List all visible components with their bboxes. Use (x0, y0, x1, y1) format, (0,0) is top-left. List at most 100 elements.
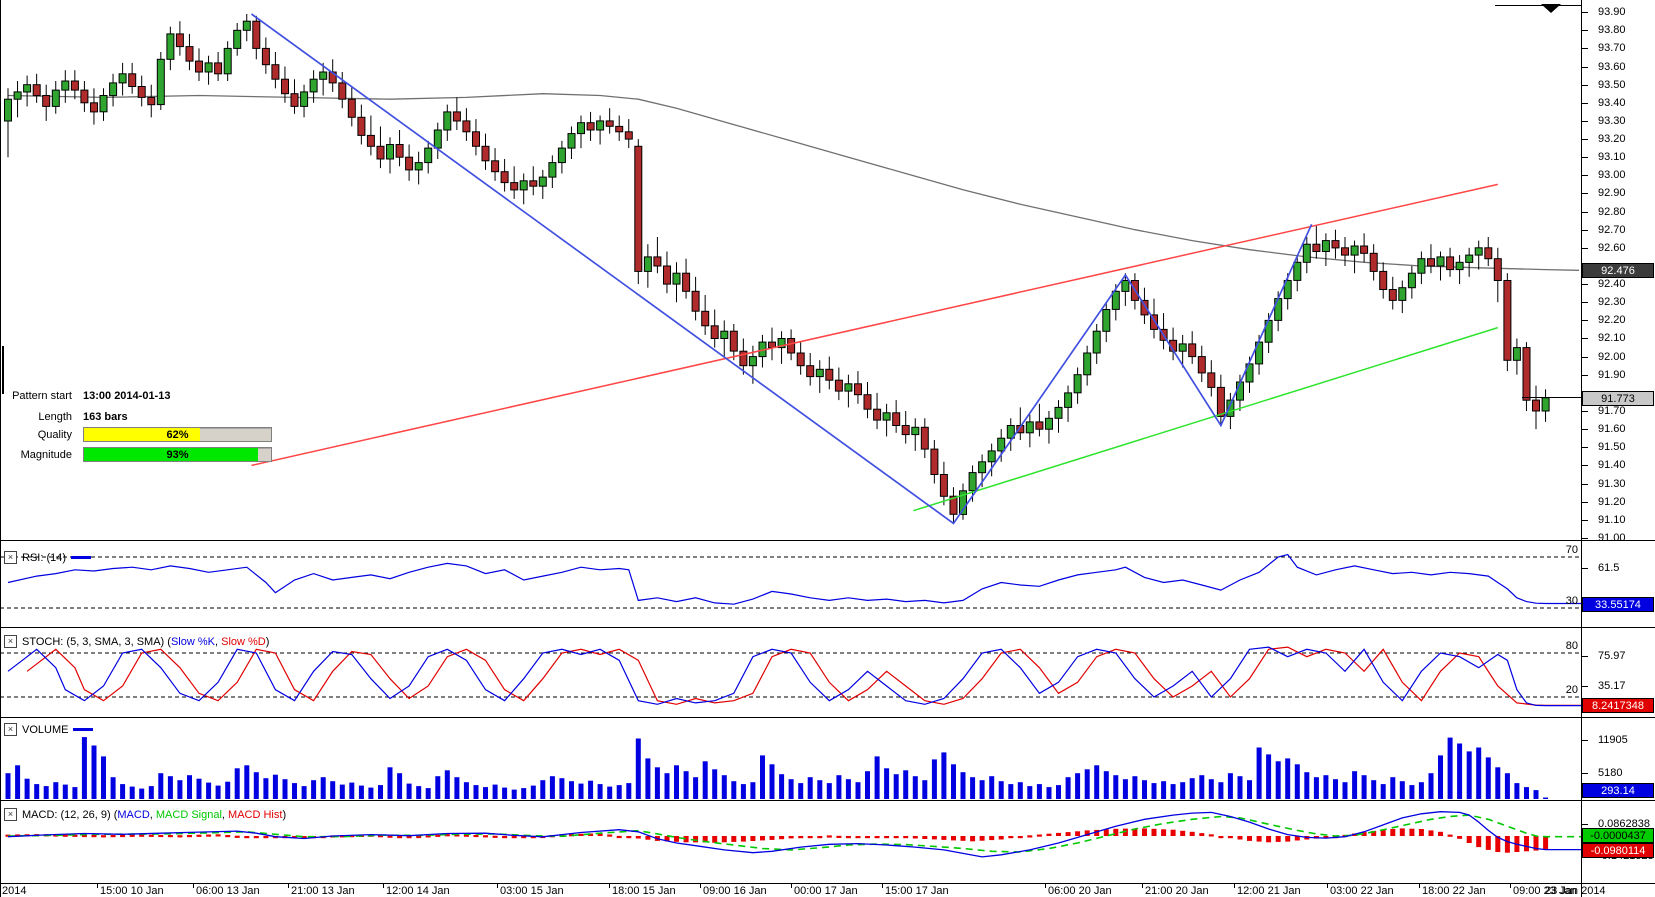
macd-hist-bar (1008, 836, 1014, 839)
axis-tick-label: 91.50 (1598, 441, 1626, 453)
axis-tick-label: 93.50 (1598, 79, 1626, 91)
axis-tick-mark (1582, 484, 1588, 485)
volume-bar (15, 765, 21, 799)
volume-bar (750, 782, 756, 799)
volume-bar (511, 789, 517, 799)
volume-bar (1170, 784, 1176, 799)
bearish-candle (290, 93, 299, 107)
close-indicator-icon[interactable]: × (4, 808, 17, 821)
time-label: 21:00 20 Jan (1145, 885, 1209, 897)
pattern-length-value: 163 bars (83, 411, 128, 423)
panel-separator[interactable] (0, 627, 1655, 628)
volume-bar (540, 780, 546, 799)
volume-bar (807, 777, 813, 799)
bullish-candle (1417, 258, 1426, 274)
macd-hist-bar (884, 836, 890, 839)
axis-tick-mark (1582, 568, 1588, 569)
volume-bar (588, 780, 594, 799)
macd-hist-bar (769, 836, 775, 840)
volume-bar (903, 770, 909, 799)
bullish-candle (1121, 280, 1130, 292)
bullish-candle (1073, 374, 1082, 394)
volume-bar (53, 782, 59, 799)
bearish-candle (682, 272, 691, 292)
axis-tick-label: 93.60 (1598, 61, 1626, 73)
bearish-candle (825, 368, 834, 381)
volume-bar (1361, 775, 1367, 799)
volume-bar (998, 781, 1004, 799)
axis-tick-mark (1582, 686, 1588, 687)
close-indicator-icon[interactable]: × (4, 723, 17, 736)
panel-separator[interactable] (0, 540, 1655, 541)
volume-bar (62, 784, 68, 799)
close-indicator-icon[interactable]: × (4, 551, 17, 564)
macd-hist-bar (1084, 830, 1090, 836)
close-indicator-icon[interactable]: × (4, 635, 17, 648)
bullish-candle (1465, 254, 1474, 263)
macd-hist-bar (139, 834, 145, 837)
bullish-candle (433, 129, 442, 149)
bearish-candle (1188, 343, 1197, 358)
volume-bar (444, 770, 450, 799)
volume-bar (1075, 773, 1081, 799)
bullish-candle (557, 147, 566, 164)
axis-tick-mark (1582, 302, 1588, 303)
volume-bar (1304, 772, 1310, 799)
macd-hist-bar (234, 835, 240, 838)
bearish-candle (214, 62, 223, 75)
axis-tick-mark (1582, 284, 1588, 285)
bullish-candle (233, 29, 242, 49)
macd-hist-bar (1075, 831, 1081, 836)
volume-bar (196, 778, 202, 799)
macd-hist-bar (215, 834, 221, 837)
bullish-candle (720, 330, 729, 340)
panel-separator[interactable] (0, 800, 1655, 801)
volume-bar (1275, 761, 1281, 799)
axis-tick-label: 91.90 (1598, 369, 1626, 381)
axis-tick-mark (1582, 320, 1588, 321)
volume-bar (1342, 782, 1348, 799)
volume-bar (1294, 764, 1300, 799)
volume-bar (1323, 775, 1329, 799)
macd-hist-bar (206, 834, 212, 837)
bearish-candle (80, 89, 89, 104)
volume-bar (1027, 786, 1033, 799)
volume-bar (1428, 773, 1434, 799)
bearish-candle (405, 156, 414, 171)
macd-hist-bar (626, 836, 632, 839)
volume-bar (1466, 751, 1472, 799)
macd-hist-bar (922, 836, 928, 839)
volume-bar (1333, 779, 1338, 799)
bullish-candle (1226, 399, 1235, 417)
macd-hist-bar (740, 836, 746, 842)
macd-hist-bar (244, 836, 250, 839)
bearish-candle (338, 82, 347, 100)
bullish-candle (1321, 240, 1330, 253)
bearish-candle (452, 111, 461, 122)
bearish-candle (1532, 399, 1540, 412)
macd-hist-bar (511, 836, 517, 839)
bullish-candle (1064, 392, 1073, 408)
stoch-k-line (7, 646, 1581, 707)
macd-hist-bar (1132, 828, 1138, 836)
macd-hist-bar (731, 836, 737, 842)
panel-separator[interactable] (0, 717, 1655, 718)
macd-hist-bar (1275, 836, 1281, 842)
macd-hist-bar (874, 836, 880, 839)
macd-hist-bar (616, 835, 622, 839)
volume-bar (43, 786, 49, 799)
bullish-candle (1512, 347, 1521, 361)
macd-hist-bar (912, 836, 918, 839)
macd-hist-bar (158, 834, 164, 838)
volume-bar (1208, 779, 1214, 799)
axis-tick-mark (1582, 338, 1588, 339)
volume-bar (454, 777, 460, 799)
chart-top-edge (1495, 5, 1581, 6)
macd-hist-bar (177, 835, 183, 838)
volume-bar (24, 778, 30, 799)
pattern-start-row: Pattern start 13:00 2014-01-13 (8, 390, 170, 402)
chart-shift-marker-icon[interactable] (1541, 4, 1561, 13)
bullish-candle (23, 84, 32, 93)
level-label: 80 (1565, 640, 1578, 652)
